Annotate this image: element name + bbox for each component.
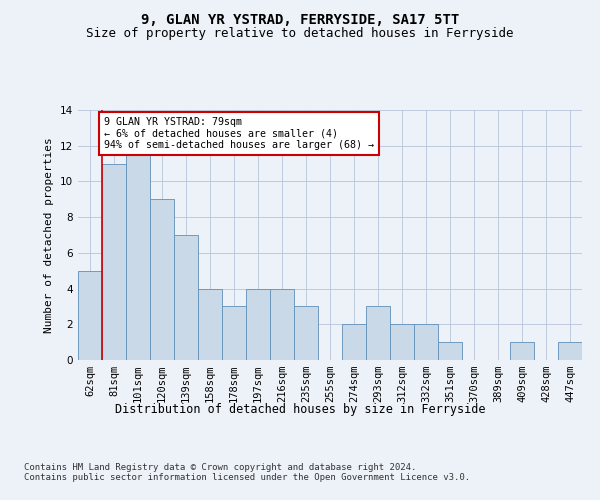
Bar [390,324,414,360]
Bar [366,306,390,360]
Bar [78,270,102,360]
Bar [342,324,366,360]
Text: Contains HM Land Registry data © Crown copyright and database right 2024.
Contai: Contains HM Land Registry data © Crown c… [24,462,470,482]
Bar [438,342,462,360]
Bar [246,288,270,360]
Bar [174,235,198,360]
Bar [270,288,294,360]
Bar [510,342,534,360]
Bar [126,146,150,360]
Bar [222,306,246,360]
Bar [558,342,582,360]
Text: Distribution of detached houses by size in Ferryside: Distribution of detached houses by size … [115,402,485,415]
Text: 9, GLAN YR YSTRAD, FERRYSIDE, SA17 5TT: 9, GLAN YR YSTRAD, FERRYSIDE, SA17 5TT [141,12,459,26]
Y-axis label: Number of detached properties: Number of detached properties [44,137,55,333]
Text: Size of property relative to detached houses in Ferryside: Size of property relative to detached ho… [86,28,514,40]
Text: 9 GLAN YR YSTRAD: 79sqm
← 6% of detached houses are smaller (4)
94% of semi-deta: 9 GLAN YR YSTRAD: 79sqm ← 6% of detached… [104,117,374,150]
Bar [294,306,318,360]
Bar [198,288,222,360]
Bar [414,324,438,360]
Bar [102,164,126,360]
Bar [150,200,174,360]
